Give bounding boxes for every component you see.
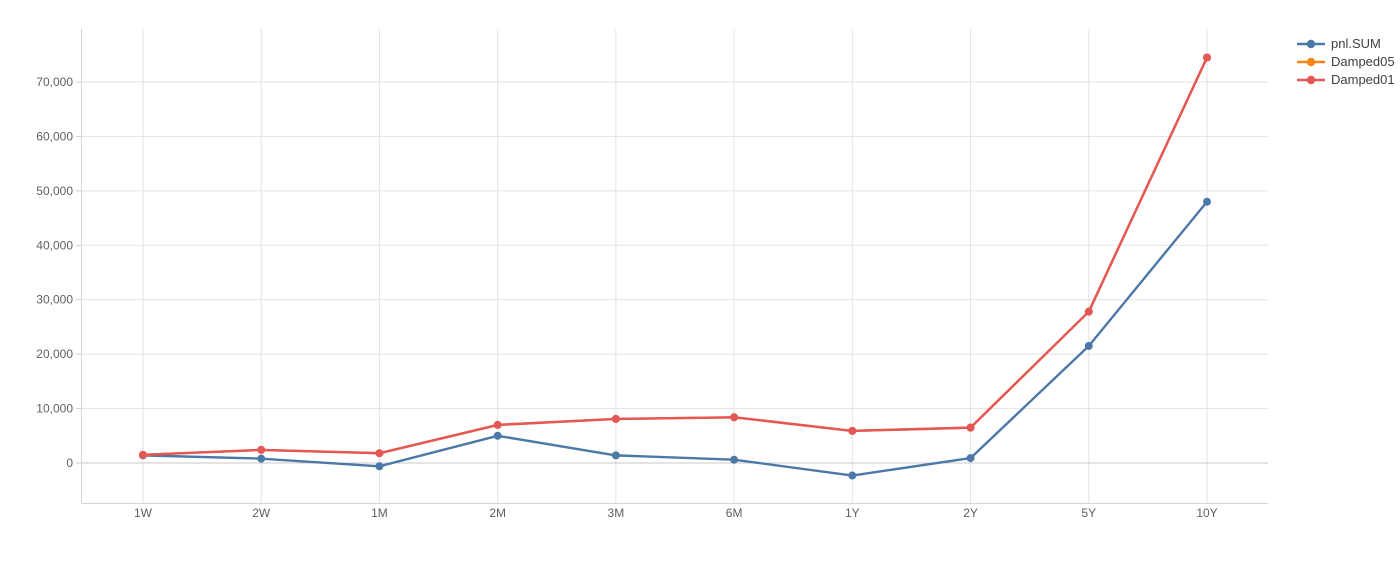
x-axis-tick-label: 5Y: [1081, 506, 1096, 520]
x-axis-tick-label: 1W: [134, 506, 153, 520]
legend-label: pnl.SUM: [1331, 36, 1381, 51]
legend-line-marker-icon: [1297, 57, 1325, 66]
legend-line-marker-icon: [1297, 39, 1325, 48]
y-axis-tick-label: 0: [66, 456, 73, 470]
series-point-Damped01-5Y[interactable]: [1084, 307, 1093, 316]
x-axis-tick-label: 3M: [608, 506, 625, 520]
series-point-Damped01-1W[interactable]: [139, 450, 147, 459]
series-point-pnl.SUM-10Y[interactable]: [1203, 197, 1211, 206]
legend-item-pnl.SUM[interactable]: pnl.SUM: [1296, 35, 1395, 52]
series-point-pnl.SUM-2M[interactable]: [493, 431, 502, 440]
series-line-Damped05[interactable]: [141, 56, 1209, 457]
series-point-Damped01-1Y[interactable]: [848, 426, 857, 435]
y-axis-tick-label: 20,000: [36, 347, 73, 361]
series-point-pnl.SUM-5Y[interactable]: [1084, 341, 1093, 350]
series-point-Damped01-6M[interactable]: [730, 413, 739, 422]
series-point-pnl.SUM-6M[interactable]: [730, 455, 739, 464]
series-point-pnl.SUM-2W[interactable]: [257, 454, 266, 463]
series-point-Damped01-10Y[interactable]: [1203, 53, 1211, 62]
y-axis-tick-label: 60,000: [36, 129, 73, 143]
x-axis-tick-label: 2Y: [963, 506, 978, 520]
legend-line-marker-icon: [1297, 75, 1325, 84]
legend-item-Damped01[interactable]: Damped01: [1296, 71, 1395, 88]
y-axis-tick-label: 40,000: [36, 238, 73, 252]
chart-legend: pnl.SUM Damped05 Damped01: [1296, 35, 1395, 88]
series-point-pnl.SUM-1M[interactable]: [375, 462, 384, 471]
series-point-Damped01-2Y[interactable]: [966, 423, 975, 432]
legend-label: Damped01: [1331, 72, 1395, 87]
series-point-Damped01-2W[interactable]: [257, 445, 266, 454]
series-line-pnl.SUM[interactable]: [141, 200, 1209, 477]
x-axis-tick-label: 1M: [371, 506, 388, 520]
series-line-Damped01[interactable]: [141, 56, 1209, 457]
x-axis-tick-label: 6M: [726, 506, 743, 520]
series-point-Damped01-1M[interactable]: [375, 449, 384, 458]
series-point-pnl.SUM-1Y[interactable]: [848, 471, 857, 480]
series-point-Damped01-3M[interactable]: [611, 414, 620, 423]
legend-item-Damped05[interactable]: Damped05: [1296, 53, 1395, 70]
y-axis-tick-label: 70,000: [36, 75, 73, 89]
y-axis-tick-label: 50,000: [36, 184, 73, 198]
legend-label: Damped05: [1331, 54, 1395, 69]
series-point-Damped01-2M[interactable]: [493, 420, 502, 429]
x-axis-tick-label: 2M: [489, 506, 506, 520]
y-axis-tick-label: 10,000: [36, 402, 73, 416]
y-axis-tick-label: 30,000: [36, 293, 73, 307]
series-point-pnl.SUM-3M[interactable]: [611, 451, 620, 460]
x-axis-tick-label: 10Y: [1196, 506, 1217, 520]
series-point-pnl.SUM-2Y[interactable]: [966, 454, 975, 463]
x-axis-tick-label: 2W: [252, 506, 271, 520]
x-axis-tick-label: 1Y: [845, 506, 860, 520]
